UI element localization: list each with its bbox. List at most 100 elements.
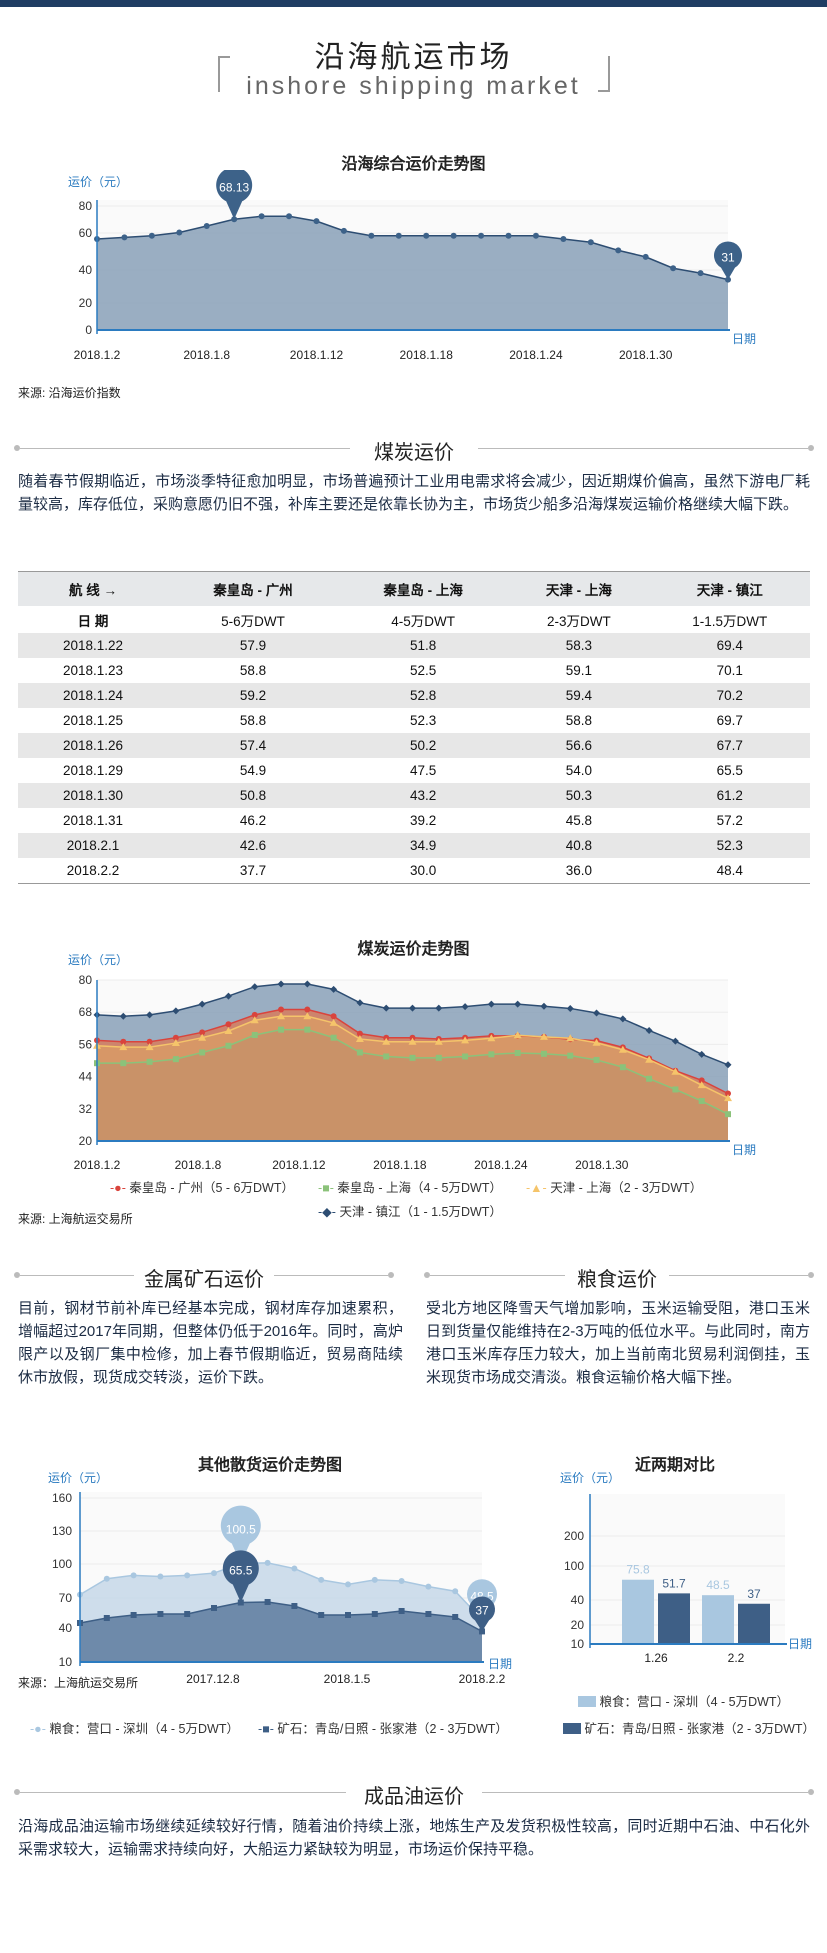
table-row: 2018.1.31 46.2 39.2 45.8 57.2 bbox=[18, 808, 810, 833]
data-point bbox=[461, 1036, 470, 1044]
data-point bbox=[224, 992, 232, 1000]
data-point bbox=[231, 216, 238, 223]
data-point bbox=[434, 1037, 443, 1045]
data-point bbox=[340, 227, 347, 234]
data-point bbox=[103, 1575, 110, 1582]
table-cell-value: 70.2 bbox=[716, 688, 743, 703]
grain-max-pin bbox=[220, 1505, 261, 1564]
table-cell-value: 48.4 bbox=[649, 858, 810, 884]
data-point bbox=[330, 1034, 337, 1041]
bar bbox=[622, 1579, 654, 1644]
table-row: 2018.1.29 54.9 47.5 54.0 65.5 bbox=[18, 758, 810, 783]
table-row: 2018.1.24 59.2 52.8 59.4 70.2 bbox=[18, 683, 810, 708]
data-point bbox=[619, 1015, 627, 1023]
data-point bbox=[615, 247, 622, 254]
bar bbox=[702, 1595, 734, 1644]
table-cell-value: 59.4 bbox=[565, 688, 592, 703]
table-row: 2018.1.23 58.8 52.5 59.1 70.1 bbox=[18, 658, 810, 683]
data-point bbox=[171, 1039, 180, 1047]
y-tick-label: 10 bbox=[571, 1637, 585, 1651]
data-point bbox=[724, 1094, 732, 1102]
table-cell-date: 2018.1.29 bbox=[62, 763, 124, 778]
data-point bbox=[395, 232, 402, 239]
table-cell-value: 61.2 bbox=[716, 788, 743, 803]
data-point bbox=[203, 223, 210, 229]
data-point bbox=[435, 1004, 443, 1012]
chart-coal: 20 32 44 56 68 80 运价（元） 2018.1.2 2018.1.8 2018.1.… bbox=[68, 953, 756, 1172]
data-point bbox=[592, 1038, 601, 1046]
y-axis-label: 运价（元） bbox=[68, 175, 128, 189]
data-point bbox=[698, 1050, 706, 1058]
table-cell-value: 67.7 bbox=[716, 738, 743, 753]
y-tick-label: 40 bbox=[571, 1593, 585, 1607]
data-point bbox=[304, 1006, 311, 1013]
data-point bbox=[211, 1605, 217, 1611]
paragraph-grain: 受北方地区降雪天气增加影响，玉米运输受阻，港口玉米日到货量仅能维持在2-3万吨的… bbox=[426, 1300, 810, 1386]
section-grain-header: 粮食运价 bbox=[424, 1263, 814, 1291]
data-point bbox=[425, 1611, 432, 1617]
last-pin bbox=[714, 241, 742, 280]
table-cell-value: 58.3 bbox=[565, 638, 592, 653]
data-point bbox=[450, 232, 457, 239]
table-col-size: 5-6万DWT bbox=[168, 606, 339, 633]
data-point bbox=[264, 1559, 271, 1566]
data-point bbox=[452, 1614, 459, 1620]
data-point bbox=[146, 1058, 153, 1065]
table-cell-value: 52.5 bbox=[410, 663, 437, 678]
paragraph-coal: 随着春节假期临近，市场淡季特征愈加明显，市场普遍预计工业用电需求将会减少，因近期… bbox=[18, 473, 810, 513]
section-coal-title: 煤炭运价 bbox=[374, 442, 454, 464]
data-point bbox=[423, 232, 430, 239]
table-cell-value: 34.9 bbox=[410, 838, 437, 853]
chart-compare-title: 近两期对比 bbox=[634, 1457, 715, 1474]
data-point bbox=[318, 1612, 325, 1618]
data-point bbox=[157, 1573, 164, 1580]
bar-value-label: 75.8 bbox=[626, 1563, 650, 1577]
chart-coal-source: 来源: 上海航运交易所 bbox=[18, 1212, 133, 1226]
data-point bbox=[313, 218, 320, 225]
table-cell-value: 54.0 bbox=[565, 763, 592, 778]
y-tick-label: 68 bbox=[79, 1005, 93, 1019]
data-point bbox=[670, 265, 677, 272]
legend-bulk-grain: -●- 粮食：营口 - 深圳（4 - 5万DWT） bbox=[30, 1722, 239, 1736]
ore-max-pin bbox=[222, 1550, 259, 1603]
x-axis-label: 日期 bbox=[732, 1143, 756, 1157]
chart-composite-title: 沿海综合运价走势图 bbox=[341, 156, 486, 173]
data-point bbox=[172, 1007, 180, 1015]
data-point bbox=[303, 980, 311, 988]
coal-rate-table: 航 线 → 秦皇岛 - 广州 秦皇岛 - 上海 天津 - 上海 天津 - 镇江 … bbox=[18, 571, 810, 884]
bracket-left bbox=[218, 56, 230, 92]
table-cell-value: 52.3 bbox=[410, 713, 437, 728]
table-cell-value: 50.2 bbox=[410, 738, 437, 753]
table-col-size: 2-3万DWT bbox=[508, 606, 650, 633]
data-point bbox=[619, 1064, 626, 1071]
data-point bbox=[672, 1086, 679, 1093]
table-cell-value: 57.4 bbox=[239, 738, 267, 753]
table-cell-date: 2018.1.30 bbox=[62, 788, 124, 803]
data-point bbox=[398, 1608, 405, 1614]
x-tick-label: 2018.1.18 bbox=[400, 348, 454, 362]
table-row: 2018.1.30 50.8 43.2 50.3 61.2 bbox=[18, 783, 810, 808]
y-tick-label: 200 bbox=[564, 1529, 584, 1543]
data-point bbox=[130, 1612, 137, 1618]
x-tick-label: 2018.1.2 bbox=[74, 348, 121, 362]
data-point bbox=[345, 1581, 351, 1588]
y-tick-label: 32 bbox=[79, 1102, 93, 1116]
table-cell-value: 47.5 bbox=[410, 763, 437, 778]
series-line bbox=[79, 1601, 483, 1633]
data-point bbox=[479, 1628, 485, 1635]
table-cell-value: 69.7 bbox=[716, 713, 743, 728]
data-point bbox=[145, 1043, 154, 1051]
data-point bbox=[286, 213, 293, 220]
table-cell-value: 42.6 bbox=[239, 838, 267, 853]
legend-coal-tj-zj: -◆- 天津 - 镇江（1 - 1.5万DWT） bbox=[318, 1205, 502, 1219]
table-row: 2018.2.2 37.7 30.0 36.0 48.4 bbox=[18, 858, 810, 884]
page-subtitle: inshore shipping market bbox=[246, 72, 581, 100]
table-route-label: 航 线 → bbox=[18, 571, 168, 606]
x-tick-label: 1.26 bbox=[644, 1651, 668, 1662]
x-tick-label: 2018.2.2 bbox=[459, 1672, 506, 1686]
data-point bbox=[435, 1054, 442, 1061]
data-point bbox=[356, 1030, 363, 1037]
table-cell-value: 69.4 bbox=[716, 638, 743, 653]
data-point bbox=[345, 1612, 351, 1618]
data-point bbox=[505, 232, 512, 239]
